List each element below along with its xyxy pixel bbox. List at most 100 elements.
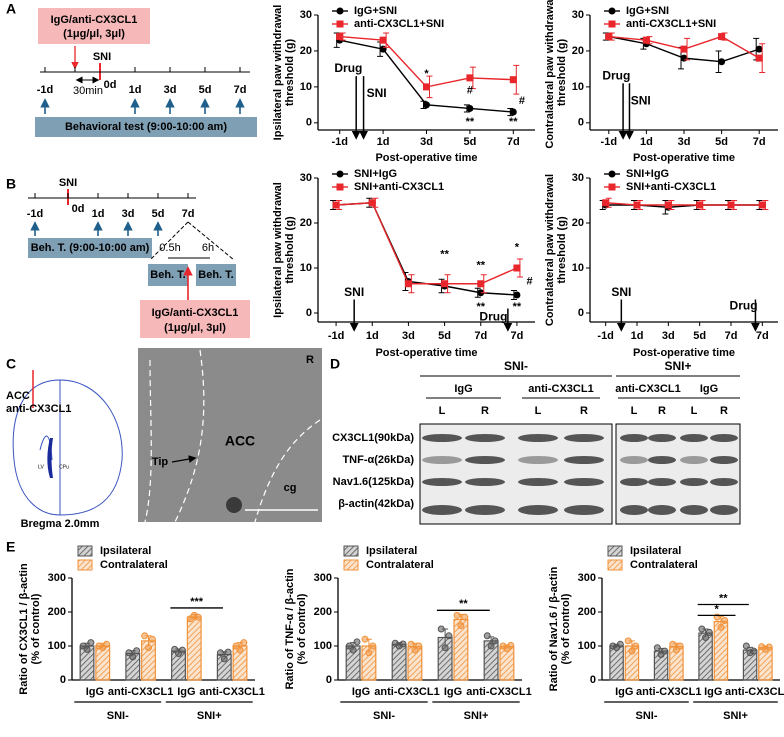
test-box [35,117,257,137]
drug-label: anti-CX3CL1 [6,403,71,415]
x-tick-label: 1d [640,136,653,148]
test-label: Beh. T. (9:00-10:00 am) [31,242,150,254]
boundary [144,349,321,523]
bracket [187,221,235,261]
legend-marker [608,183,616,191]
injection-text: (1μg/μl, 3μl) [63,28,125,40]
band [422,434,462,442]
legend-label: SNI+IgG [354,168,397,180]
data-point [216,649,224,657]
band [564,456,604,464]
y-tick-label: 0 [578,307,584,319]
protein-label: β-actin(42kDa) [338,498,414,510]
treatment-label: IgG [700,383,718,395]
band [465,478,505,486]
legend-swatch [77,545,93,557]
x-tick-label: 1d [366,330,379,342]
panel-label: E [6,539,15,555]
treatment-label: anti-CX3CL1 [528,383,593,395]
band [620,434,648,442]
bregma-label: Bregma 2.0mm [21,518,100,530]
legend-marker [608,20,616,28]
point [466,74,474,82]
point [664,201,672,209]
band [710,478,738,486]
y-axis-label: threshold (g) [556,216,568,284]
x-tick-label: -1d [597,330,614,342]
injection-text: IgG/anti-CX3CL1 [152,307,239,319]
x-tick-label: 1d [377,136,390,148]
image-label: R [306,354,314,366]
x-tick-label: 3d [678,136,691,148]
band [465,456,505,464]
band [422,478,462,486]
x-tick-label: IgG [615,686,633,698]
y-axis-label: threshold (g) [284,216,296,284]
image-label: ACC [225,433,255,449]
data-point [144,644,152,652]
x-tick-label: anti-CX3CL1 [636,686,701,698]
data-point [750,647,758,655]
x-tick-label: IgG [352,686,370,698]
band [680,434,708,442]
y-tick-label: 10 [300,262,312,274]
zero-label: 0d [72,203,85,215]
x-tick-label: 3d [420,136,433,148]
band [620,505,648,515]
annotation: ** [476,301,485,313]
test-box [148,264,188,286]
sni-label: SNI [59,177,77,189]
x-tick-label: 5d [463,136,476,148]
point [718,58,726,66]
ventricle [47,438,53,478]
legend-swatch [607,545,623,557]
point [379,36,387,44]
protein-label: Nav1.6(125kDa) [333,476,415,488]
band [422,456,462,464]
legend-label: Contralateral [366,559,434,571]
x-tick-label: anti-CX3CL1 [374,686,439,698]
annotation: * [515,242,520,254]
point [718,33,726,41]
annotation: SNI [344,285,364,299]
band [648,434,676,442]
significance-label: * [714,603,719,615]
x-tick-label: 5d [693,330,706,342]
band [564,478,604,486]
legend-label: anti-CX3CL1+SNI [354,18,444,30]
data-point [453,611,461,619]
day-label: -1d [27,208,44,220]
y-tick-label: 20 [572,217,584,229]
series-line [336,202,517,296]
sni-label: SNI [93,51,111,63]
point [379,45,387,53]
point [368,199,376,207]
significance-label: *** [190,596,204,608]
point [696,201,704,209]
x-tick-label: -1d [331,136,348,148]
data-point [742,642,750,650]
data-point [717,623,725,631]
band [710,505,738,515]
test-label: Behavioral test (9:00-10:00 am) [65,121,227,133]
point [642,36,650,44]
y-axis-label: (% of control) [560,593,572,664]
band [518,434,558,442]
micrograph [138,348,322,522]
legend-marker [608,7,616,15]
day-label: 1d [129,84,142,96]
point [404,280,412,288]
injection-text: (1μg/μl, 3μl) [164,322,226,334]
band [648,478,676,486]
data-point [632,642,640,650]
y-tick-label: 30 [572,172,584,184]
annotation: ** [466,116,475,128]
day-label: 5d [152,208,165,220]
injection-box [140,300,250,338]
data-point [129,653,137,661]
legend-marker [336,170,344,178]
data-point [141,632,149,640]
point [602,199,610,207]
data-point [445,632,453,640]
data-point [236,646,244,654]
